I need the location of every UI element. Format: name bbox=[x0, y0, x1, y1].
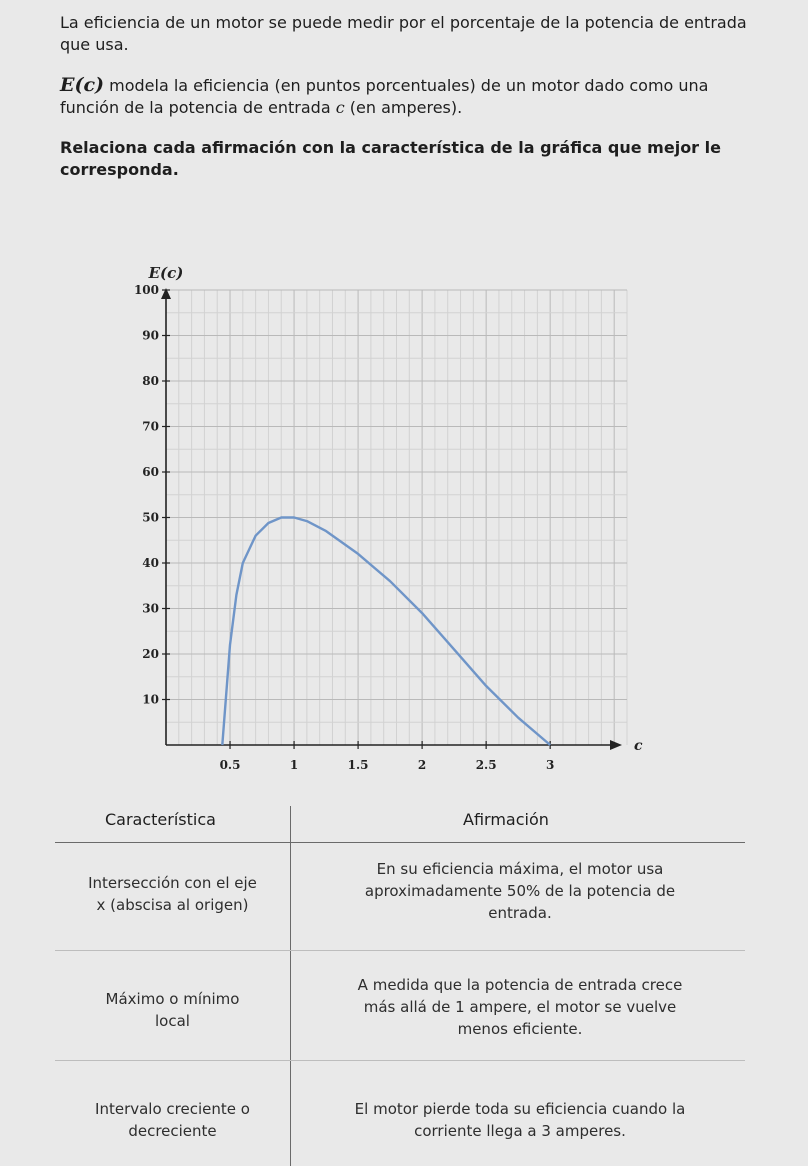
characteristic-interval[interactable]: Intervalo creciente o decreciente bbox=[95, 1100, 250, 1140]
x-axis-arrow bbox=[610, 740, 622, 750]
x-tick-label: 0.5 bbox=[220, 758, 241, 772]
y-tick-label: 50 bbox=[142, 511, 159, 525]
row-divider bbox=[55, 1060, 745, 1061]
characteristic-x-intercept[interactable]: Intersección con el eje x (abscisa al or… bbox=[88, 874, 257, 914]
matching-table: Característica Afirmación Intersección c… bbox=[55, 800, 745, 1166]
variable-name: c bbox=[335, 98, 345, 117]
function-name: E(c) bbox=[60, 74, 105, 96]
y-tick-label: 10 bbox=[142, 693, 159, 707]
y-tick-label: 80 bbox=[142, 374, 159, 388]
header-divider bbox=[55, 842, 745, 843]
y-tick-label: 20 bbox=[142, 647, 159, 661]
statement-max-efficiency[interactable]: En su eficiencia máxima, el motor usa ap… bbox=[364, 860, 676, 922]
x-tick-label: 2 bbox=[418, 758, 426, 772]
problem-intro: La eficiencia de un motor se puede medir… bbox=[60, 12, 750, 199]
y-tick-label: 90 bbox=[142, 329, 159, 343]
x-tick-label: 1 bbox=[290, 758, 298, 772]
x-axis-label: c bbox=[634, 738, 643, 754]
y-tick-label: 100 bbox=[134, 283, 159, 297]
characteristic-max-min[interactable]: Máximo o mínimo local bbox=[105, 990, 240, 1030]
y-tick-label: 70 bbox=[142, 420, 159, 434]
efficiency-curve bbox=[221, 516, 551, 746]
instruction: Relaciona cada afirmación con la caracte… bbox=[60, 138, 721, 179]
x-tick-label: 2.5 bbox=[476, 758, 497, 772]
statement-less-efficient[interactable]: A medida que la potencia de entrada crec… bbox=[357, 976, 683, 1038]
statement-loses-efficiency[interactable]: El motor pierde toda su eficiencia cuand… bbox=[354, 1100, 686, 1140]
header-statement: Afirmación bbox=[463, 810, 549, 829]
y-tick-label: 30 bbox=[142, 602, 159, 616]
intro-text-end: (en amperes). bbox=[344, 98, 463, 117]
intro-text: modela la eficiencia (en puntos porcentu… bbox=[60, 76, 709, 117]
header-characteristic: Característica bbox=[105, 810, 216, 829]
y-tick-label: 60 bbox=[142, 465, 159, 479]
y-tick-label: 40 bbox=[142, 556, 159, 570]
y-axis-arrow bbox=[161, 288, 171, 299]
x-tick-label: 1.5 bbox=[348, 758, 369, 772]
row-divider bbox=[55, 950, 745, 951]
column-divider bbox=[290, 806, 291, 1166]
intro-paragraph-1: La eficiencia de un motor se puede medir… bbox=[60, 13, 747, 54]
x-tick-label: 3 bbox=[546, 758, 554, 772]
y-axis-label: E(c) bbox=[148, 264, 184, 282]
intro-paragraph-2: E(c) modela la eficiencia (en puntos por… bbox=[60, 74, 750, 119]
